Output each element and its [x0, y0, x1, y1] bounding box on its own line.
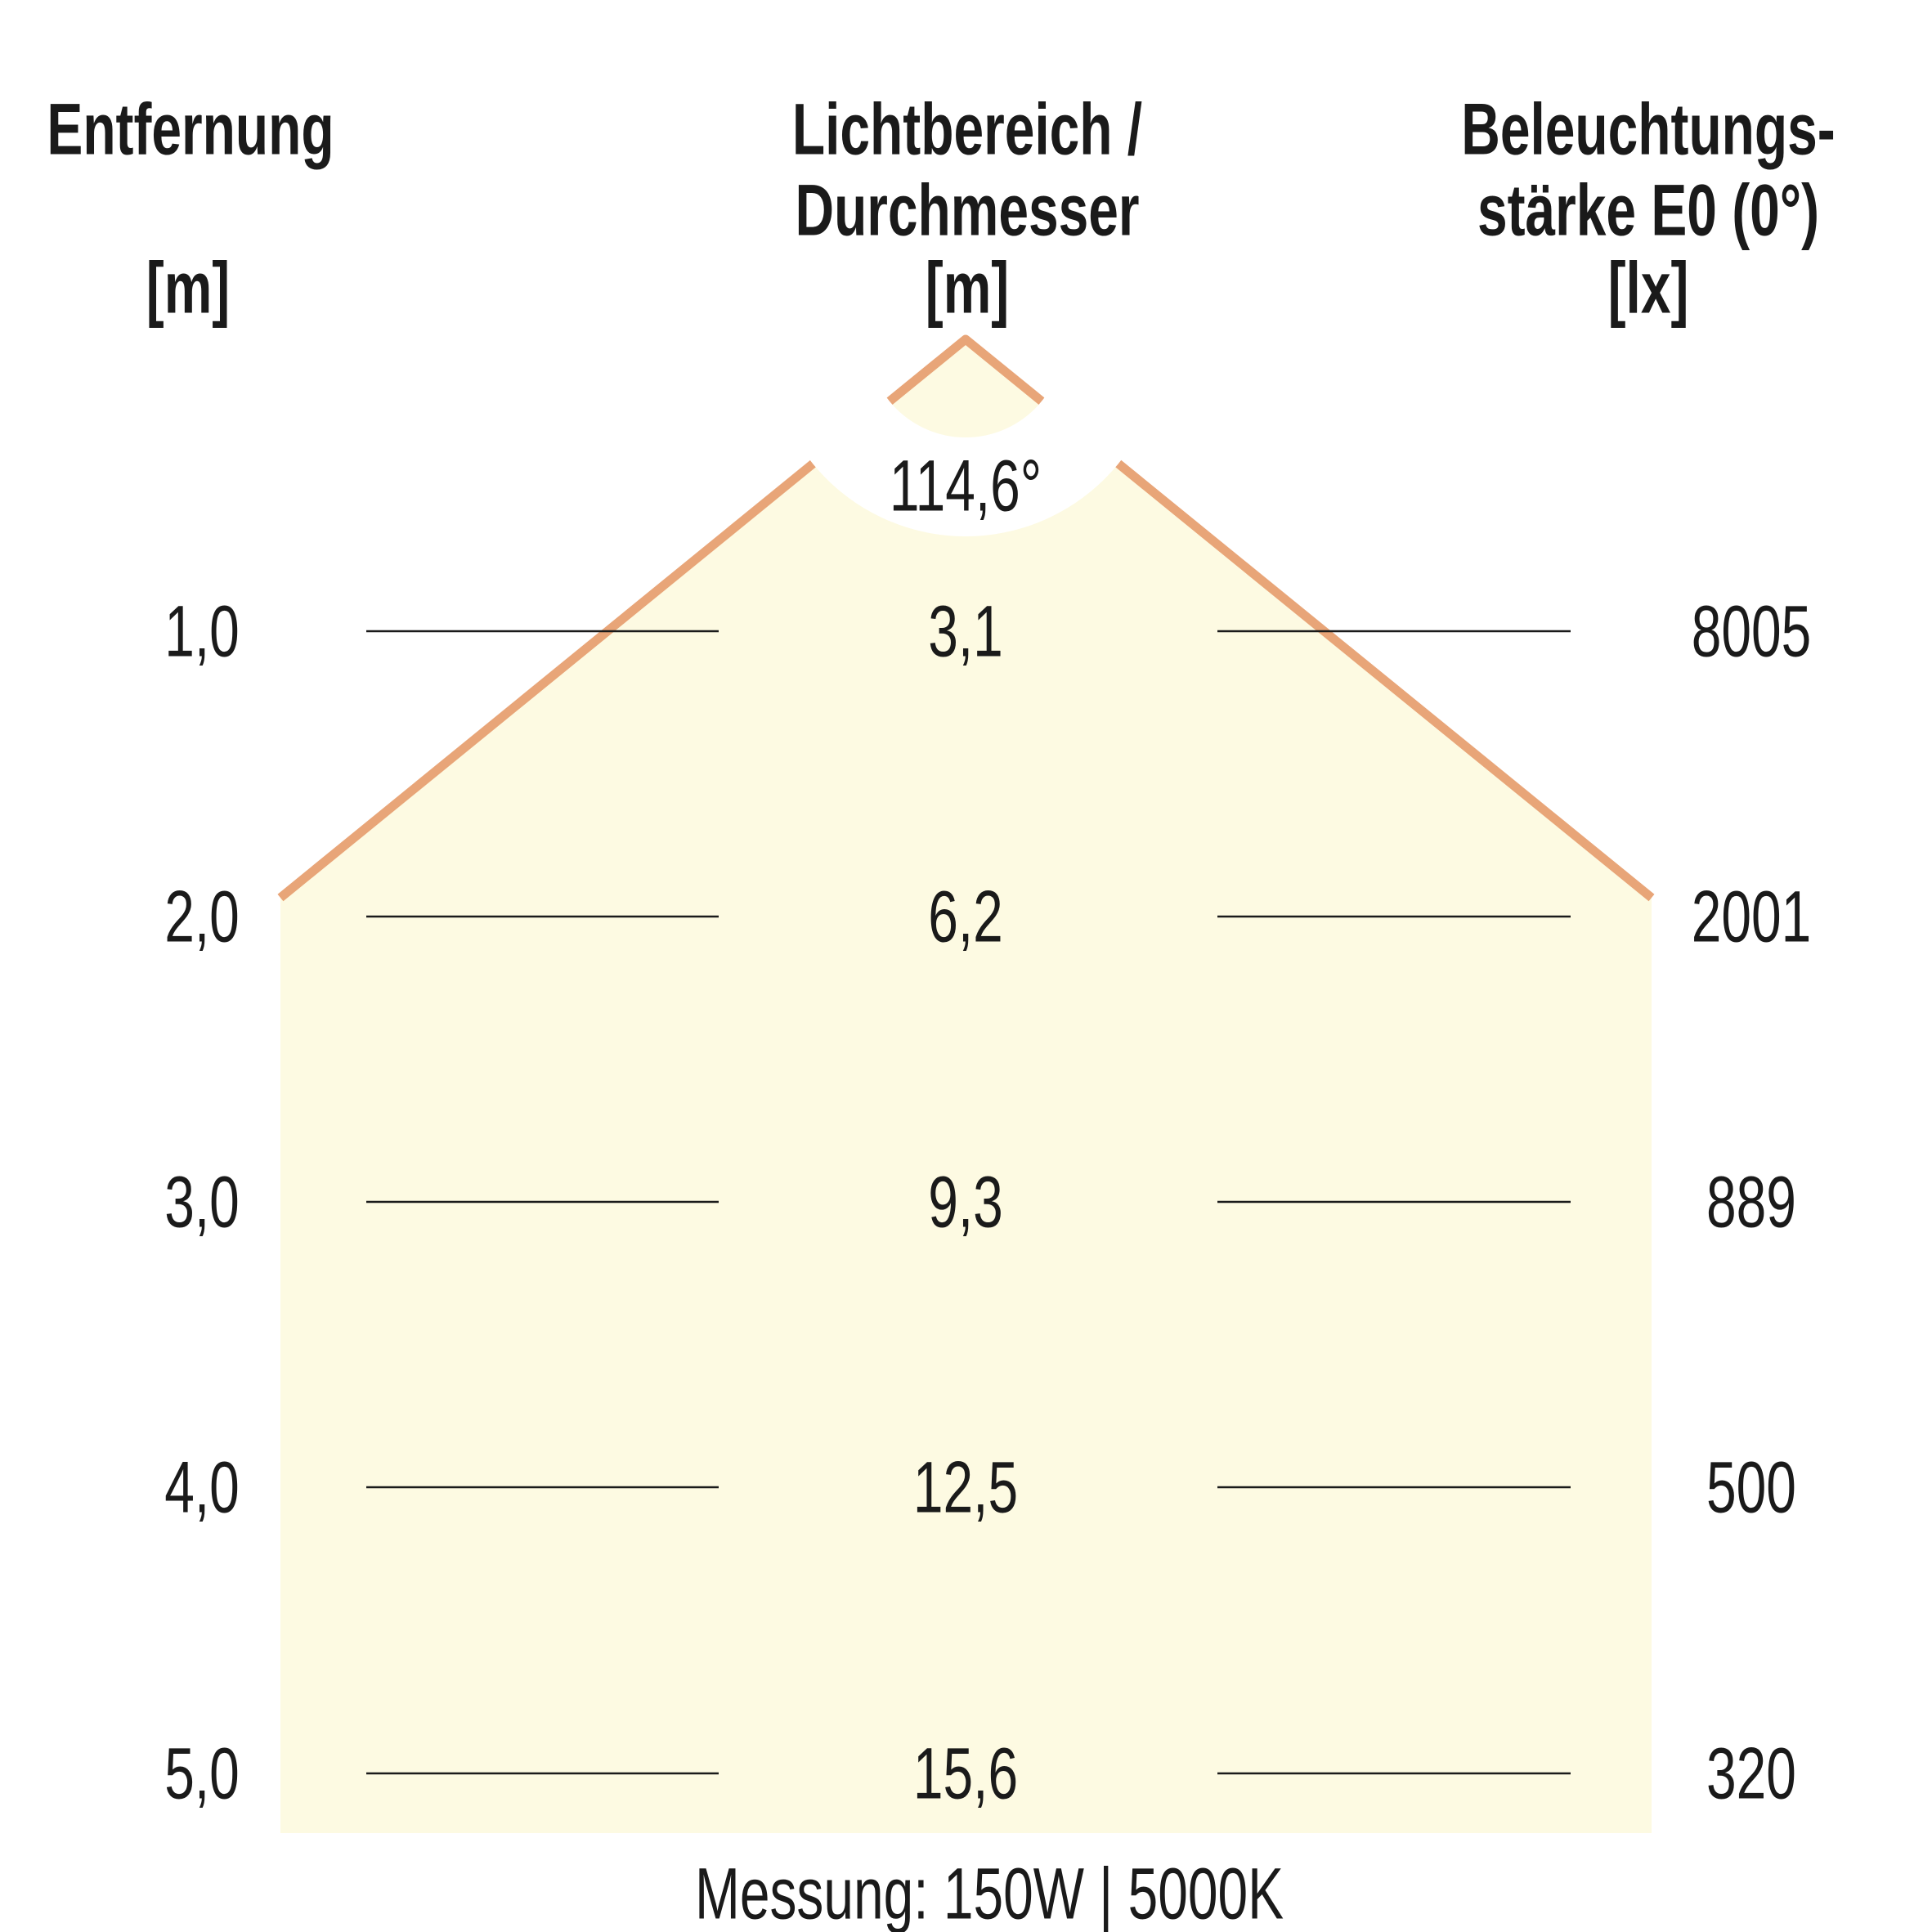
beam-angle-ring — [769, 142, 1163, 536]
right-tick-lines — [1217, 630, 1571, 1775]
illuminance-value: 2001 — [1691, 875, 1812, 957]
diameter-value: 6,2 — [928, 875, 1003, 957]
distance-value: 4,0 — [164, 1446, 240, 1528]
beam-angle-label: 114,6° — [889, 444, 1042, 527]
diameter-value: 3,1 — [928, 589, 1003, 672]
diameter-value: 9,3 — [928, 1160, 1003, 1243]
header-illuminance-unit: [lx] — [1607, 246, 1689, 329]
measurement-note: Messung: 150W | 5000K — [694, 1852, 1284, 1932]
header-diameter-unit: [m] — [925, 246, 1010, 329]
left-tick-lines — [366, 630, 719, 1775]
diameter-value: 12,5 — [912, 1446, 1019, 1528]
distance-value: 5,0 — [164, 1732, 240, 1814]
cone-edge-lines — [277, 334, 1655, 902]
illuminance-value: 889 — [1706, 1160, 1796, 1243]
illuminance-value: 320 — [1706, 1732, 1796, 1814]
illuminance-value: 8005 — [1691, 589, 1812, 672]
header-distance-unit: [m] — [146, 246, 231, 329]
distance-value: 3,0 — [164, 1160, 240, 1243]
diameter-value: 15,6 — [912, 1732, 1019, 1814]
header-distance: Entfernung — [47, 87, 334, 170]
distance-value: 2,0 — [164, 875, 240, 957]
header-illuminance-line2: stärke E0 (0°) — [1477, 168, 1820, 251]
header-diameter-line1: Lichtbereich / — [791, 87, 1143, 170]
header-illuminance-line1: Beleuchtungs- — [1461, 87, 1836, 170]
illuminance-value: 500 — [1706, 1446, 1796, 1528]
header-diameter-line2: Durchmesser — [795, 168, 1140, 251]
cone-fill — [280, 339, 1652, 1833]
distance-value: 1,0 — [164, 589, 240, 672]
